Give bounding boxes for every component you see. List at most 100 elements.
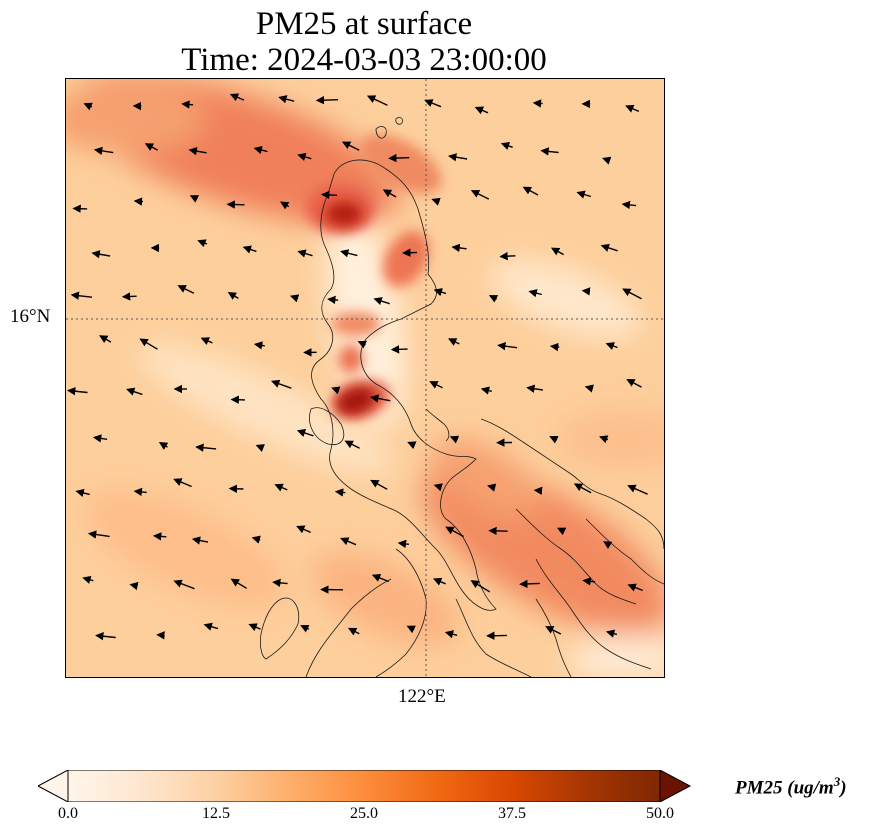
lat-tick-label: 16°N [10, 306, 51, 327]
wind-vector-arrow [582, 577, 596, 586]
wind-vector-arrow [499, 251, 516, 261]
wind-vector-arrow [470, 580, 491, 593]
wind-vector-arrow [331, 386, 341, 395]
wind-vector-arrow [248, 623, 261, 632]
wind-vector-arrow [576, 190, 592, 199]
wind-vector-arrow [497, 342, 518, 351]
wind-vector-arrow [253, 341, 265, 350]
bicol-coastline [480, 418, 664, 550]
wind-vector-arrow [173, 579, 195, 590]
wind-vector-arrow [189, 195, 200, 203]
wind-vector-arrow [93, 146, 114, 156]
wind-vector-arrow [344, 440, 360, 449]
mindoro-coastline [375, 548, 427, 677]
wind-vector-arrow [253, 145, 268, 155]
wind-vector-arrow [334, 488, 346, 497]
wind-vector-arrow [87, 530, 110, 539]
wind-vector-arrow [366, 95, 388, 106]
wind-vector-arrow [158, 441, 169, 450]
wind-vector-arrow [357, 340, 368, 349]
wind-vector-arrow [82, 575, 94, 584]
wind-vector-arrow [197, 239, 208, 248]
bicol-south-coastline [515, 508, 637, 605]
wind-vector-arrow [289, 294, 300, 303]
wind-vector-arrow [121, 292, 137, 301]
wind-vector-arrow [550, 247, 564, 256]
wind-vector-arrow [327, 295, 339, 305]
wind-vector-arrow [605, 629, 618, 638]
colorbar-gradient [67, 770, 661, 802]
wind-vector-arrow [406, 625, 416, 634]
wind-vector-arrow [255, 444, 265, 452]
wind-vector-arrow [278, 95, 295, 104]
wind-vector-arrow [397, 539, 409, 549]
wind-vector-arrow [227, 291, 239, 300]
wind-vector-arrow [390, 345, 408, 354]
wind-vector-arrow [445, 526, 464, 538]
samar-coastline [535, 558, 652, 670]
wind-vector-arrow [297, 152, 312, 161]
wind-vector-arrow [230, 578, 247, 589]
wind-vector-arrow [371, 573, 389, 583]
wind-vector-arrow [533, 486, 543, 495]
wind-vector-arrow [296, 428, 314, 437]
colorbar-tick-label: 37.5 [498, 805, 526, 822]
wind-vector-arrow [424, 99, 442, 108]
colorbar [38, 770, 692, 802]
wind-vector-arrow [321, 190, 338, 200]
wind-vector-arrow [251, 535, 261, 544]
wind-vector-arrow [621, 200, 637, 210]
wind-vector-arrow [431, 197, 441, 206]
wind-vector-arrow [152, 532, 167, 541]
coastlines [259, 116, 664, 677]
wind-vector-arrow [519, 579, 540, 589]
wind-vector-arrow [599, 435, 609, 444]
wind-vector-arrow [522, 186, 539, 196]
map-canvas [66, 79, 664, 677]
pm25-field [66, 79, 664, 677]
wind-vector-arrow [67, 387, 88, 396]
wind-vector-arrow [487, 483, 497, 492]
wind-vector-arrow [474, 106, 489, 115]
wind-vector-arrow [373, 297, 390, 306]
wind-vector-arrow [526, 384, 543, 393]
wind-vector-arrow [126, 387, 143, 396]
wind-vector-arrow [75, 488, 90, 498]
bay-coastline [309, 407, 345, 446]
wind-vector-arrow [451, 243, 467, 253]
wind-vector-arrow [83, 102, 93, 111]
wind-vector-arrow [92, 434, 108, 443]
wind-vector-arrow [297, 249, 313, 258]
mindoro-west-coastline [305, 578, 392, 677]
wind-vector-arrow [584, 384, 594, 393]
colorbar-tick-label: 0.0 [58, 805, 78, 822]
luzon-coastline [311, 159, 497, 611]
wind-vector-arrow [203, 622, 219, 631]
islet-coastline-2 [395, 116, 403, 125]
wind-vector-arrow [545, 626, 562, 635]
wind-vector-arrow [242, 245, 257, 254]
wind-vector-arrow [279, 201, 290, 210]
wind-vector-arrow [340, 537, 357, 546]
wind-vector-arrow [407, 441, 417, 450]
map-subtitle-time: Time: 2024-03-03 23:00:00 [181, 42, 547, 78]
wind-vector-arrow [195, 443, 217, 452]
wind-vector-arrow [622, 288, 642, 300]
wind-vector-arrow [488, 295, 499, 303]
wind-vector-arrow [341, 141, 360, 151]
wind-vector-arrow [528, 289, 542, 298]
island-coastline [259, 597, 300, 660]
wind-vector-arrow [274, 483, 288, 492]
wind-vector-arrow [300, 624, 310, 633]
wind-vector-arrow [500, 141, 513, 150]
wind-vector-arrow [486, 631, 507, 640]
wind-vector-arrow [573, 483, 592, 494]
wind-vector-arrow [444, 630, 458, 639]
wind-vector-arrow [229, 93, 245, 102]
wind-vector-arrow [296, 525, 311, 534]
wind-vector-arrow [449, 435, 460, 444]
wind-vector-arrow [129, 581, 139, 591]
wind-vector-arrow [627, 484, 648, 495]
wind-vector-arrow [600, 243, 618, 252]
wind-vector-arrow [226, 200, 245, 209]
